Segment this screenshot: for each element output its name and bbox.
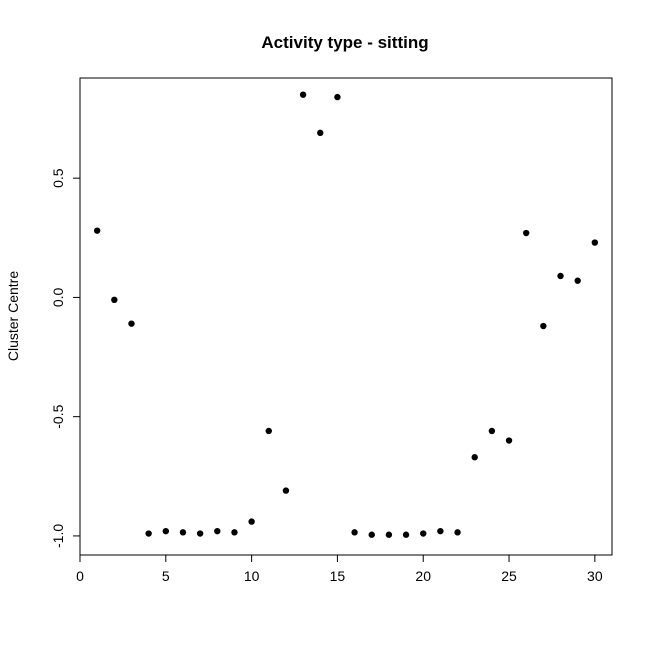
x-axis: 0 5 10 15 20 25 30: [76, 554, 603, 584]
x-tick-label: 0: [76, 568, 84, 584]
y-tick-label: -1.0: [50, 524, 66, 548]
data-point: [231, 529, 238, 536]
data-point: [522, 229, 530, 237]
data-point: [471, 454, 478, 461]
data-point: [334, 93, 341, 101]
x-tick-label: 15: [330, 568, 346, 584]
data-point: [505, 437, 513, 444]
data-point: [557, 272, 564, 280]
data-point: [351, 529, 358, 536]
data-point: [420, 530, 427, 537]
y-axis-label: Cluster Centre: [5, 271, 21, 361]
x-tick-label: 30: [587, 568, 603, 584]
data-point: [196, 530, 204, 537]
data-point: [179, 529, 187, 536]
data-point: [282, 487, 290, 494]
data-point: [488, 427, 496, 435]
data-point: [574, 277, 581, 284]
data-point: [265, 427, 272, 435]
y-tick-label: -0.5: [50, 404, 66, 428]
data-point: [454, 529, 461, 536]
data-point: [214, 527, 221, 535]
y-axis: -1.0 -0.5 0.0 0.5: [50, 168, 81, 548]
x-tick-label: 20: [415, 568, 431, 584]
y-tick-label: 0.5: [50, 168, 66, 188]
data-point: [162, 527, 170, 535]
data-point: [93, 227, 101, 234]
data-points: [93, 91, 599, 538]
data-point: [437, 527, 444, 535]
data-point: [248, 518, 255, 525]
y-tick-label: 0.0: [50, 287, 66, 307]
data-point: [402, 531, 410, 538]
x-tick-label: 5: [162, 568, 170, 584]
data-point: [299, 91, 307, 98]
data-point: [368, 531, 375, 538]
data-point: [128, 320, 135, 327]
x-tick-label: 25: [501, 568, 517, 584]
plot-area: [79, 77, 613, 556]
data-point: [111, 296, 118, 304]
chart-title: Activity type - sitting: [261, 33, 428, 52]
data-point: [540, 322, 547, 330]
data-point: [591, 239, 599, 246]
x-tick-label: 10: [244, 568, 260, 584]
data-point: [145, 530, 152, 537]
data-point: [317, 129, 324, 137]
data-point: [385, 531, 393, 538]
